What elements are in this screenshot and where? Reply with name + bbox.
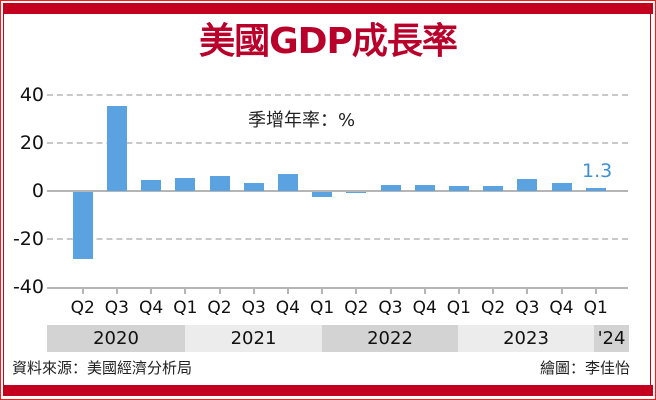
bottom-red-band <box>3 385 653 396</box>
x-tick-label: Q1 <box>173 298 198 318</box>
x-tick <box>560 288 563 294</box>
x-axis-line <box>47 287 628 289</box>
bar <box>448 185 469 191</box>
x-tick <box>81 288 84 294</box>
x-tick-label: Q2 <box>344 298 369 318</box>
bar <box>551 182 572 191</box>
zero-line <box>47 190 628 192</box>
year-band-2021: 2021 <box>185 325 322 352</box>
bar <box>380 184 401 191</box>
x-tick <box>218 288 221 294</box>
bar <box>141 180 162 191</box>
x-tick <box>252 288 255 294</box>
y-tick-label: 40 <box>19 84 44 106</box>
gridline-minus-20 <box>47 238 628 240</box>
gridline-20 <box>47 142 628 144</box>
x-tick-label: Q1 <box>446 298 471 318</box>
latest-value-label: 1.3 <box>582 160 613 182</box>
bar <box>277 174 298 191</box>
year-band-2024: '24 <box>594 325 629 352</box>
bar <box>209 175 230 191</box>
x-tick-label: Q3 <box>515 298 540 318</box>
x-tick <box>526 288 529 294</box>
year-band-2023: 2023 <box>458 325 594 352</box>
x-tick <box>389 288 392 294</box>
bar <box>517 179 538 191</box>
bar <box>106 106 127 191</box>
x-tick <box>355 288 358 294</box>
chart-title: 美國GDP成長率 <box>199 21 458 62</box>
x-tick <box>150 288 153 294</box>
x-tick <box>115 288 118 294</box>
x-tick-label: Q4 <box>275 298 300 318</box>
graphic-credit: 繪圖：李佳怡 <box>539 359 630 377</box>
x-tick-label: Q2 <box>207 298 232 318</box>
bar <box>414 184 435 191</box>
bar <box>243 182 264 191</box>
x-tick-label: Q2 <box>70 298 95 318</box>
x-tick-label: Q3 <box>241 298 266 318</box>
x-tick <box>594 288 597 294</box>
source-note: 資料來源：美國經濟分析局 <box>12 359 193 377</box>
y-tick-label: -40 <box>12 276 44 298</box>
bar <box>175 178 196 191</box>
year-band-2020: 2020 <box>47 325 185 352</box>
year-band-2022: 2022 <box>322 325 458 352</box>
x-tick-label: Q1 <box>309 298 335 318</box>
gridline-40 <box>47 94 628 96</box>
unit-label: 季增年率：% <box>248 110 356 131</box>
bar <box>346 192 367 194</box>
y-tick-label: 20 <box>19 132 44 154</box>
y-tick-label: 0 <box>31 180 44 202</box>
x-tick <box>286 288 289 294</box>
x-tick <box>321 288 324 294</box>
x-tick-label: Q1 <box>583 298 608 318</box>
x-tick-label: Q2 <box>480 298 506 318</box>
x-tick-label: Q4 <box>412 298 437 318</box>
x-tick-label: Q4 <box>549 298 574 318</box>
bar <box>585 187 606 191</box>
bar <box>312 192 333 197</box>
y-tick-label: -20 <box>12 228 44 250</box>
bar <box>72 192 93 260</box>
x-tick-label: Q3 <box>104 298 129 318</box>
x-tick-label: Q3 <box>378 298 403 318</box>
x-tick <box>423 288 426 294</box>
x-tick <box>184 288 187 294</box>
x-tick-label: Q4 <box>138 298 164 318</box>
x-tick <box>457 288 460 294</box>
bar <box>483 185 504 191</box>
x-tick <box>492 288 495 294</box>
top-red-band <box>3 3 653 14</box>
